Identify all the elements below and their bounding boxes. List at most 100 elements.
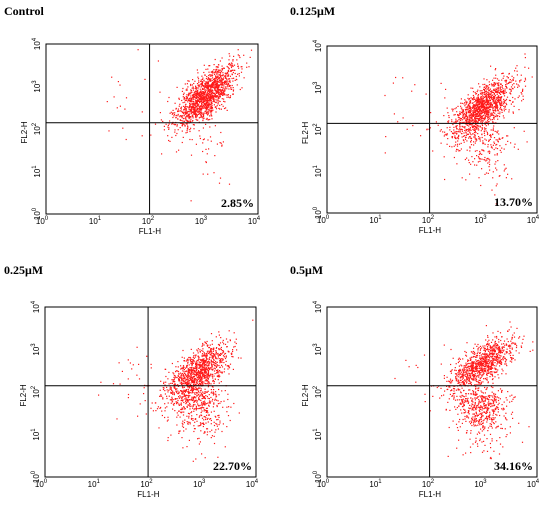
- data-point: [214, 79, 216, 81]
- data-point: [482, 97, 484, 100]
- data-point: [473, 96, 475, 98]
- data-point: [489, 169, 491, 171]
- data-point: [531, 76, 533, 78]
- data-point: [198, 443, 200, 445]
- data-point: [215, 84, 217, 86]
- data-point: [204, 397, 206, 400]
- data-point: [497, 91, 499, 93]
- data-point: [205, 68, 207, 70]
- data-point: [477, 118, 479, 120]
- data-point: [208, 352, 210, 354]
- data-point: [204, 359, 207, 361]
- data-point: [202, 361, 204, 363]
- data-point: [196, 349, 198, 351]
- data-point: [192, 380, 194, 382]
- data-point: [493, 106, 496, 108]
- data-point: [208, 376, 210, 378]
- data-point: [225, 72, 227, 75]
- data-point: [178, 403, 180, 405]
- data-point: [491, 189, 493, 191]
- data-point: [217, 85, 219, 87]
- data-point: [439, 130, 441, 132]
- data-point: [516, 327, 518, 329]
- data-point: [186, 112, 188, 114]
- data-point: [472, 114, 474, 116]
- data-point: [193, 382, 196, 384]
- data-point: [485, 110, 487, 112]
- data-point: [491, 409, 493, 411]
- data-point: [448, 398, 450, 400]
- data-point: [192, 112, 194, 114]
- data-point: [213, 403, 215, 405]
- data-point: [205, 377, 208, 379]
- data-point: [469, 446, 472, 448]
- data-point: [189, 103, 192, 105]
- data-point: [218, 182, 221, 184]
- data-point: [226, 84, 229, 86]
- data-point: [463, 383, 465, 385]
- data-point: [200, 97, 202, 99]
- data-point: [497, 369, 499, 371]
- data-point: [158, 427, 160, 429]
- data-point: [218, 74, 220, 76]
- data-point: [496, 90, 498, 92]
- data-point: [228, 351, 230, 353]
- data-point: [208, 90, 210, 92]
- data-point: [480, 105, 482, 107]
- data-point: [172, 390, 174, 392]
- data-point: [231, 64, 234, 66]
- data-point: [498, 137, 500, 139]
- data-point: [219, 95, 221, 97]
- data-point: [209, 126, 211, 128]
- data-point: [207, 390, 209, 392]
- data-point: [193, 384, 195, 386]
- data-point: [225, 83, 227, 85]
- data-point: [195, 90, 197, 92]
- data-point: [204, 355, 206, 357]
- data-point: [182, 447, 184, 449]
- data-point: [497, 96, 499, 98]
- data-point: [496, 154, 498, 156]
- data-point: [495, 161, 497, 163]
- data-point: [182, 387, 184, 389]
- data-point: [202, 344, 204, 346]
- data-point: [194, 109, 196, 111]
- data-point: [227, 84, 229, 86]
- data-point: [203, 381, 205, 383]
- data-point: [465, 136, 467, 138]
- data-point: [218, 78, 220, 80]
- data-point: [199, 422, 202, 424]
- data-point: [207, 377, 209, 379]
- data-point: [492, 107, 494, 109]
- data-point: [502, 92, 504, 94]
- data-point: [252, 319, 254, 321]
- data-point: [233, 69, 235, 71]
- data-point: [190, 362, 192, 364]
- data-point: [480, 383, 482, 385]
- data-point: [225, 364, 227, 366]
- data-point: [168, 127, 170, 129]
- data-point: [198, 361, 200, 363]
- data-point: [480, 107, 482, 109]
- data-point: [132, 364, 134, 366]
- data-point: [515, 67, 517, 69]
- data-point: [220, 90, 222, 92]
- data-point: [440, 142, 442, 144]
- data-point: [476, 118, 478, 120]
- data-point: [108, 130, 110, 132]
- data-point: [469, 116, 471, 118]
- data-point: [143, 393, 145, 395]
- data-point: [213, 83, 215, 85]
- data-point: [210, 389, 212, 391]
- data-point: [191, 399, 194, 402]
- data-point: [451, 379, 454, 381]
- data-point: [219, 108, 221, 110]
- data-point: [221, 69, 223, 71]
- data-point: [484, 397, 486, 399]
- data-point: [476, 114, 478, 116]
- data-point: [492, 382, 494, 384]
- data-point: [200, 369, 202, 371]
- data-point: [488, 166, 490, 168]
- data-point: [503, 164, 505, 166]
- data-point: [203, 93, 205, 95]
